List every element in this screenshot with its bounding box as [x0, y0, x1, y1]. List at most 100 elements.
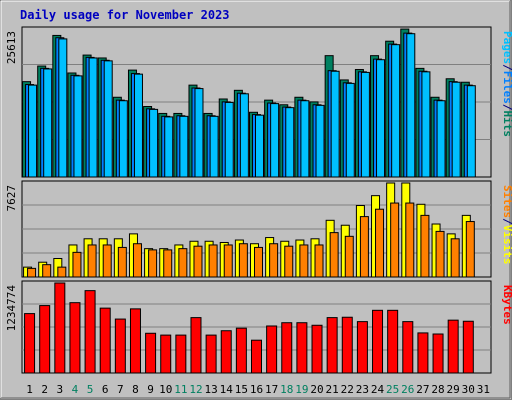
bar-kbytes [54, 282, 66, 374]
y-max-label: 7627 [5, 185, 18, 212]
x-tick-label: 22 [341, 383, 354, 396]
bar-kbytes [69, 302, 81, 374]
bar-pages [345, 82, 355, 178]
bar-sites [117, 246, 127, 278]
bar-pages [209, 115, 219, 178]
bar-pages [194, 88, 204, 178]
bar-pages [421, 71, 431, 178]
bar-sites [254, 246, 263, 278]
bar-sites [102, 244, 112, 278]
bar-kbytes [145, 332, 157, 374]
bar-pages [43, 68, 53, 178]
bar-kbytes [175, 334, 187, 374]
bar-pages [103, 60, 113, 178]
x-tick-label: 30 [462, 383, 475, 396]
x-tick-label: 19 [295, 383, 308, 396]
bar-kbytes [39, 305, 51, 374]
x-tick-label: 15 [235, 383, 248, 396]
bar-sites [299, 244, 309, 278]
bar-kbytes [160, 334, 172, 374]
chart-panels: 25613Pages/Files/Hits7627Sites/Visits123… [5, 26, 512, 374]
bar-sites [390, 202, 400, 278]
bar-sites [329, 232, 339, 278]
bar-sites [163, 249, 173, 278]
bar-sites [359, 216, 369, 278]
bar-sites [193, 245, 203, 278]
legend-entry: / [501, 104, 512, 111]
x-tick-label: 27 [416, 383, 429, 396]
bar-pages [406, 33, 416, 178]
x-tick-label: 11 [174, 383, 187, 396]
y-max-label: 25613 [5, 31, 18, 64]
x-tick-label: 7 [117, 383, 124, 396]
bar-sites [223, 244, 233, 278]
series-legend: Sites/Visits [501, 185, 512, 265]
bar-kbytes [205, 334, 217, 374]
bar-kbytes [114, 318, 126, 374]
bar-sites [344, 235, 354, 278]
x-tick-label: 16 [250, 383, 263, 396]
bar-pages [285, 107, 295, 178]
x-tick-label: 10 [159, 383, 172, 396]
x-tick-label: 4 [72, 383, 79, 396]
bar-sites [375, 208, 385, 278]
x-tick-label: 28 [431, 383, 444, 396]
bar-kbytes [447, 319, 459, 374]
bar-pages [28, 84, 38, 178]
x-tick-label: 3 [57, 383, 64, 396]
legend-entry: / [501, 64, 512, 71]
x-tick-label: 14 [220, 383, 234, 396]
bar-sites [314, 244, 324, 278]
bar-sites [208, 244, 218, 278]
legend-entry: Hits [501, 111, 512, 138]
legend-entry: Visits [501, 225, 512, 265]
x-tick-label: 18 [280, 383, 293, 396]
x-tick-label: 24 [371, 383, 385, 396]
chart-title: Daily usage for November 2023 [20, 8, 230, 22]
bar-sites [132, 243, 142, 278]
series-sites [27, 202, 475, 278]
bar-pages [330, 70, 340, 178]
bar-sites [27, 267, 37, 278]
bar-kbytes [84, 290, 96, 374]
bar-kbytes [220, 330, 232, 374]
bar-kbytes [402, 321, 414, 374]
bar-pages [118, 100, 128, 178]
bar-kbytes [387, 309, 399, 374]
bar-pages [239, 93, 249, 178]
legend-entry: Pages [501, 31, 512, 64]
bar-kbytes [24, 313, 36, 374]
bar-kbytes [462, 320, 474, 374]
bar-kbytes [432, 333, 444, 374]
bar-pages [133, 73, 143, 178]
bar-sites [284, 245, 294, 278]
bar-kbytes [356, 321, 368, 374]
bar-pages [149, 108, 159, 178]
series-kbytes [24, 282, 474, 374]
bar-pages [466, 85, 476, 178]
x-tick-label: 20 [310, 383, 323, 396]
bar-kbytes [266, 325, 278, 374]
bar-sites [72, 251, 82, 278]
y-max-label: 1234774 [5, 285, 18, 332]
series-legend: KBytes [501, 285, 512, 325]
bar-kbytes [372, 309, 384, 374]
bar-sites [87, 244, 97, 278]
bar-sites [450, 238, 460, 278]
legend-entry: KBytes [501, 285, 512, 325]
bar-sites [42, 264, 52, 278]
bar-kbytes [341, 316, 353, 374]
bar-pages [451, 81, 461, 178]
bar-pages [270, 103, 280, 178]
x-tick-label: 26 [401, 383, 414, 396]
bar-pages [376, 59, 386, 178]
panel-visits: 7627 Sites/Visits [5, 180, 512, 278]
legend-entry: Files [501, 71, 512, 104]
bar-sites [435, 230, 445, 278]
bar-pages [58, 38, 68, 178]
bar-kbytes [417, 332, 429, 374]
x-tick-label: 25 [386, 383, 399, 396]
x-tick-label: 23 [356, 383, 369, 396]
